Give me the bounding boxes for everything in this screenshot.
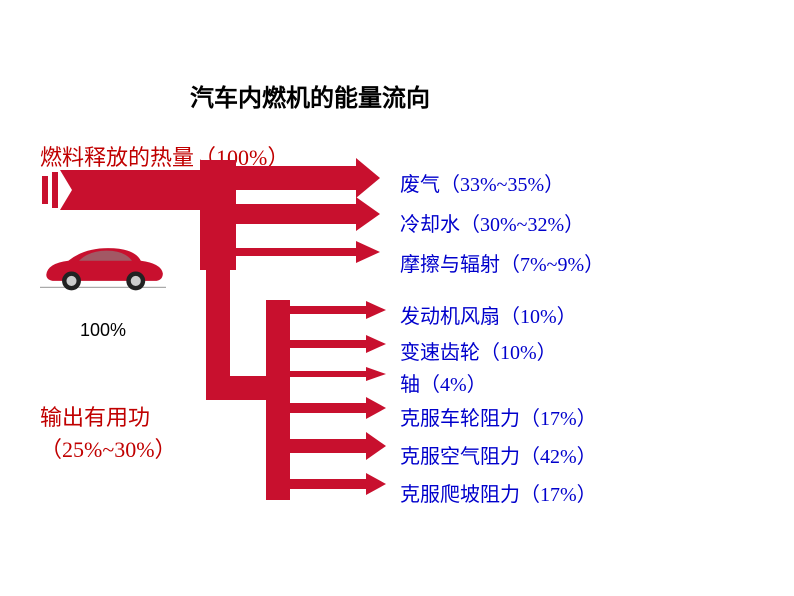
energy-flow-svg: [0, 0, 794, 596]
car-icon: [40, 230, 166, 294]
